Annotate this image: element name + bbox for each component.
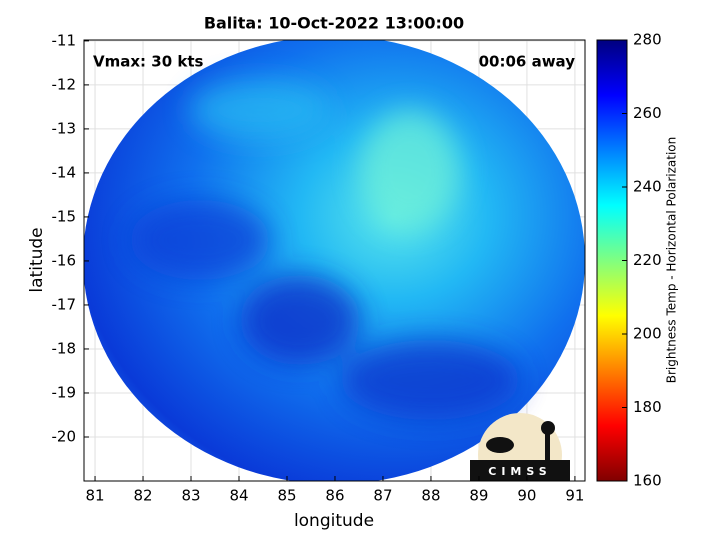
image: CIMSS [84,40,585,481]
logo-text: CIMSS [488,465,551,478]
y-axis-label: latitude [27,227,47,292]
texture [130,80,520,420]
x-tick-label: 88 [421,487,440,505]
x-axis-label: longitude [294,511,374,531]
y-tick-label: -15 [52,207,77,225]
x-tick-label: 87 [373,487,392,505]
x-tick-label: 83 [181,487,200,505]
chart-title: Balita: 10-Oct-2022 13:00:00 [204,14,464,33]
logo: CIMSS [470,413,570,481]
x-tick-label: 84 [229,487,248,505]
y-tick-label: -14 [52,163,77,181]
colorbar-tick-label: 180 [633,398,662,416]
y-tick-label: -12 [52,75,77,93]
x-tick-label: 86 [325,487,344,505]
colorbar-tick-label: 280 [633,31,662,49]
colorbar-tick-label: 240 [633,178,662,196]
y-tick-label: -19 [52,383,77,401]
x-tick-label: 85 [277,487,296,505]
colorbar-tick-label: 160 [633,472,662,490]
annotation: Vmax: 30 kts [93,53,203,71]
colorbar-label: Brightness Temp - Horizontal Polarizatio… [665,137,679,384]
y-tick-label: -16 [52,251,77,269]
y-tick-label: -11 [52,31,77,49]
x-tick-label: 90 [517,487,536,505]
y-tick-label: -20 [52,427,77,445]
annotation: 00:06 away [479,53,576,71]
x-tick-label: 89 [469,487,488,505]
colorbar-tick-label: 200 [633,325,662,343]
y-tick-label: -13 [52,119,77,137]
y-tick-label: -18 [52,339,77,357]
x-tick-label: 82 [133,487,152,505]
colorbar-tick-label: 260 [633,104,662,122]
y-tick-label: -17 [52,295,77,313]
colorbar-tick-label: 220 [633,251,662,269]
x-tick-label: 91 [565,487,584,505]
x-tick-label: 81 [85,487,104,505]
